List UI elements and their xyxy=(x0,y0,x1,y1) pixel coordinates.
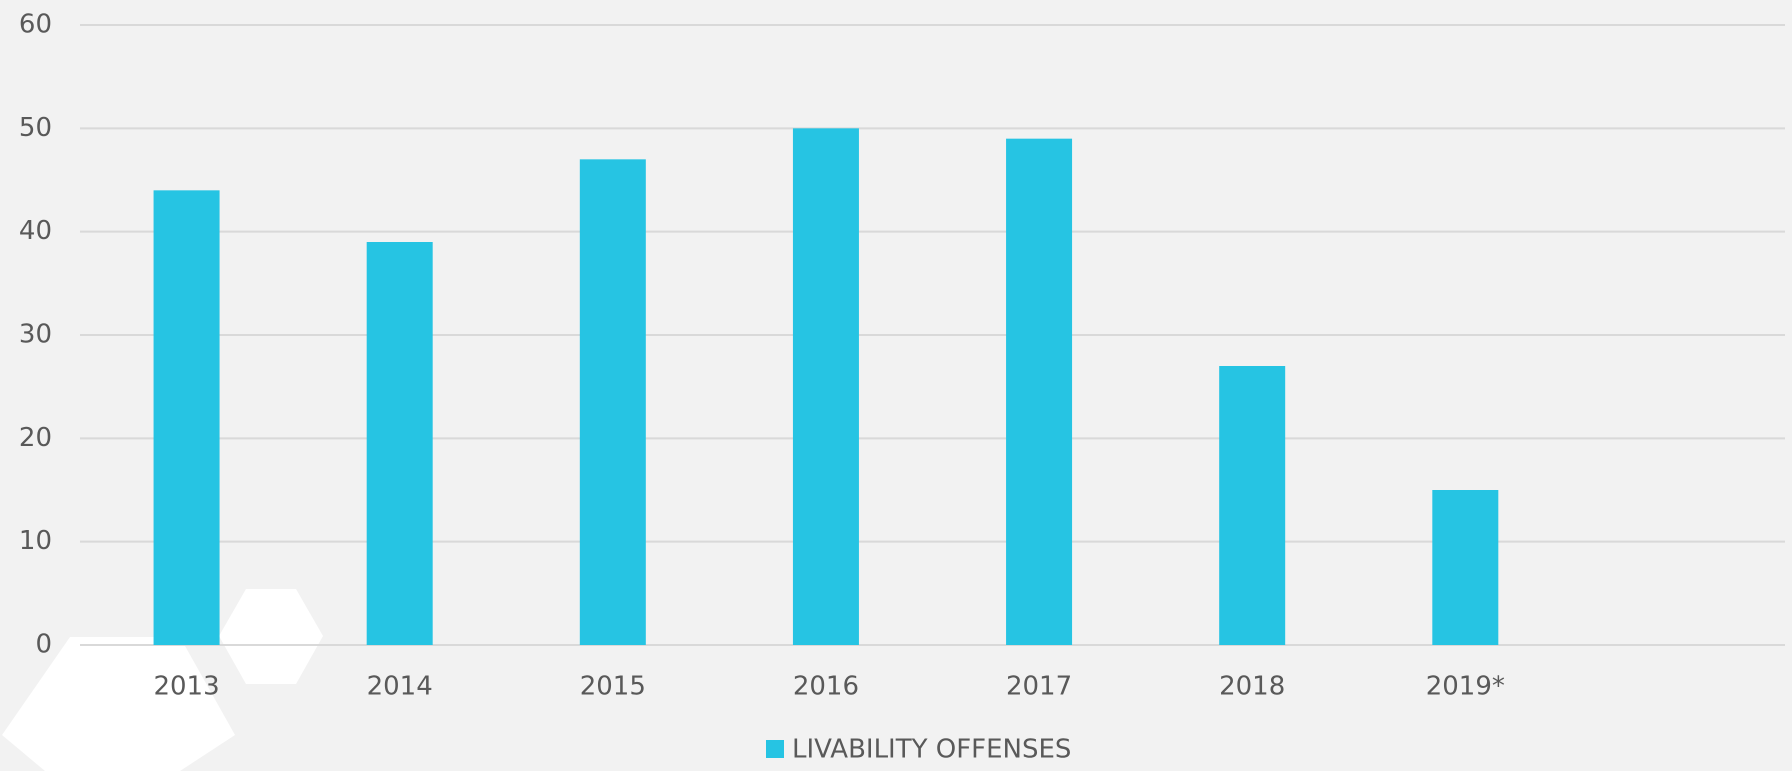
legend-swatch xyxy=(766,740,784,758)
bar xyxy=(1219,366,1286,645)
x-tick-label: 2014 xyxy=(367,672,433,702)
x-tick-label: 2018 xyxy=(1219,672,1285,702)
x-tick-label: 2015 xyxy=(580,672,646,702)
bar xyxy=(366,242,433,645)
x-tick-label: 2016 xyxy=(793,672,859,702)
x-tick-label: 2013 xyxy=(153,672,219,702)
bar xyxy=(1006,138,1073,645)
legend-label: LIVABILITY OFFENSES xyxy=(792,735,1071,765)
y-tick-label: 50 xyxy=(19,113,52,143)
y-tick-label: 40 xyxy=(19,216,52,246)
y-tick-label: 20 xyxy=(19,423,52,453)
y-tick-label: 10 xyxy=(19,526,52,556)
y-tick-label: 60 xyxy=(19,10,52,40)
bar xyxy=(153,190,220,646)
decoration-hexagon xyxy=(219,589,323,684)
y-tick-label: 0 xyxy=(35,630,52,660)
x-tick-label: 2019* xyxy=(1426,672,1505,702)
x-tick-label: 2017 xyxy=(1006,672,1072,702)
bar xyxy=(1432,490,1499,645)
bar xyxy=(792,128,859,646)
y-tick-label: 30 xyxy=(19,320,52,350)
bar xyxy=(579,159,646,646)
decoration-hexagon xyxy=(2,637,235,771)
